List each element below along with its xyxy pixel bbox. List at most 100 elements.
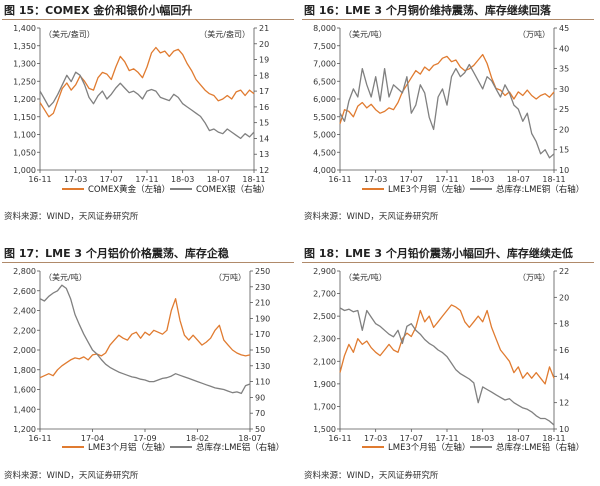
source-note: 资料来源：WIND，天风证券研究所 (4, 471, 139, 481)
x-tick-label: 16-11 (28, 175, 51, 184)
x-tick-label: 18-07 (207, 175, 230, 184)
series-line-price (339, 53, 555, 124)
y-right-tick-label: 45 (559, 24, 569, 33)
y-right-tick-label: 19 (259, 56, 269, 65)
y-left-tick-label: 2,300 (313, 335, 336, 344)
y-right-tick-label: 150 (255, 346, 270, 355)
y-right-tick-label: 170 (255, 330, 270, 339)
legend-label: COMEX黄金（左轴） (88, 184, 170, 195)
series-line-stock (339, 307, 555, 426)
y-left-tick-label: 2,600 (13, 287, 36, 296)
left-unit-label: （美元/盎司） (44, 29, 95, 39)
y-left-tick-label: 2,100 (313, 357, 336, 366)
title-divider (302, 262, 594, 263)
title-divider (302, 19, 594, 20)
legend-label: 总库存:LME铝（右轴） (196, 442, 284, 453)
y-left-tick-label: 8,000 (313, 24, 336, 33)
x-tick-label: 18-03 (471, 434, 494, 443)
y-right-tick-label: 18 (259, 71, 269, 80)
y-left-tick-label: 1,200 (13, 425, 36, 434)
y-right-tick-label: 70 (255, 409, 265, 418)
y-left-tick-label: 2,700 (313, 290, 336, 299)
y-right-tick-label: 14 (559, 372, 569, 381)
x-tick-label: 17-11 (435, 175, 458, 184)
chart-gold-silver: 1,000 1,050 1,100 1,150 1,200 1,250 1,300 1,350… (13, 24, 270, 195)
y-right-tick-label: 190 (255, 314, 270, 323)
source-note: 资料来源：WIND，天风证券研究所 (304, 471, 439, 481)
x-tick-label: 18-11 (242, 175, 265, 184)
left-unit-label: （美元/吨） (344, 272, 387, 282)
x-tick-label: 16-11 (28, 434, 51, 443)
y-right-tick-label: 110 (255, 378, 270, 387)
series-line-price (39, 46, 255, 118)
x-tick-label: 18-11 (542, 175, 565, 184)
y-right-tick-label: 10 (559, 166, 569, 175)
x-tick-label: 17-07 (400, 175, 423, 184)
y-right-tick-label: 12 (559, 399, 569, 408)
y-left-tick-label: 5,500 (313, 113, 336, 122)
y-left-tick-label: 1,300 (13, 60, 36, 69)
x-tick-label: 17-03 (64, 175, 87, 184)
y-right-tick-label: 16 (559, 346, 569, 355)
panel-title: 图 18：LME 3 个月铅价震荡小幅回升、库存继续走低 (304, 247, 573, 260)
y-left-tick-label: 4,000 (313, 166, 336, 175)
x-tick-label: 16-11 (328, 175, 351, 184)
y-left-tick-label: 1,200 (13, 95, 36, 104)
y-left-tick-label: 1,400 (13, 405, 36, 414)
right-unit-label: （万吨） (518, 29, 550, 39)
series-line-price (339, 304, 555, 385)
right-unit-label: （万吨） (518, 272, 550, 282)
y-right-tick-label: 15 (559, 146, 569, 155)
y-left-tick-label: 2,200 (13, 326, 36, 335)
y-left-tick-label: 6,000 (313, 95, 336, 104)
y-right-tick-label: 20 (259, 40, 269, 49)
y-right-tick-label: 230 (255, 283, 270, 292)
title-divider (2, 262, 294, 263)
y-right-tick-label: 21 (259, 24, 269, 33)
y-right-tick-label: 20 (559, 125, 569, 134)
y-left-tick-label: 1,500 (313, 425, 336, 434)
chart-panel-aluminum: 图 17：LME 3 个月铝价价格震荡、库存企稳 1,200 1,400 1,600… (0, 243, 300, 486)
chart-lead: 1,500 1,700 1,900 2,100 2,300 2,500 2,700 2,900… (313, 267, 584, 453)
panel-title: 图 15：COMEX 金价和银价小幅回升 (4, 4, 193, 17)
y-left-tick-label: 4,500 (313, 148, 336, 157)
x-tick-label: 18-07 (507, 175, 530, 184)
y-left-tick-label: 2,800 (13, 267, 36, 276)
chart-copper: 4,000 4,500 5,000 5,500 6,000 6,500 7,000 7,500… (313, 24, 584, 195)
chart-panel-gold-silver: 图 15：COMEX 金价和银价小幅回升 1,000 1,050 1,100 1,15… (0, 0, 300, 243)
y-left-tick-label: 2,000 (13, 346, 36, 355)
y-right-tick-label: 22 (559, 267, 569, 276)
y-right-tick-label: 210 (255, 299, 270, 308)
x-tick-label: 16-11 (328, 434, 351, 443)
x-tick-label: 17-07 (100, 175, 123, 184)
y-left-tick-label: 7,000 (313, 60, 336, 69)
y-left-tick-label: 7,500 (313, 42, 336, 51)
series-line-stock (39, 284, 251, 395)
y-right-tick-label: 17 (259, 87, 269, 96)
y-right-tick-label: 10 (559, 425, 569, 434)
y-right-tick-label: 40 (559, 44, 569, 53)
legend-label: COMEX银（右轴） (196, 184, 270, 195)
legend-label: LME3个月铅（左轴） (388, 442, 470, 453)
y-right-tick-label: 16 (259, 103, 269, 112)
y-left-tick-label: 2,500 (313, 312, 336, 321)
y-right-tick-label: 130 (255, 362, 270, 371)
legend-label: 总库存:LME铜（右轴） (496, 184, 584, 195)
y-left-tick-label: 1,350 (13, 42, 36, 51)
x-tick-label: 17-09 (133, 434, 156, 443)
x-tick-label: 17-07 (400, 434, 423, 443)
y-right-tick-label: 18 (559, 320, 569, 329)
y-right-tick-label: 13 (259, 150, 269, 159)
y-left-tick-label: 1,700 (313, 402, 336, 411)
x-tick-label: 18-03 (471, 175, 494, 184)
x-tick-label: 17-03 (364, 434, 387, 443)
x-tick-label: 18-07 (238, 434, 261, 443)
y-left-tick-label: 6,500 (313, 77, 336, 86)
left-unit-label: （美元/吨） (344, 29, 387, 39)
left-unit-label: （美元/吨） (44, 272, 87, 282)
chart-panel-copper: 图 16：LME 3 个月铜价维持震荡、库存继续回落 4,000 4,500 5,0… (300, 0, 600, 243)
y-right-tick-label: 90 (255, 393, 265, 402)
y-right-tick-label: 20 (559, 293, 569, 302)
right-unit-label: （美元/盎司） (199, 29, 250, 39)
series-line-stock (39, 71, 255, 140)
